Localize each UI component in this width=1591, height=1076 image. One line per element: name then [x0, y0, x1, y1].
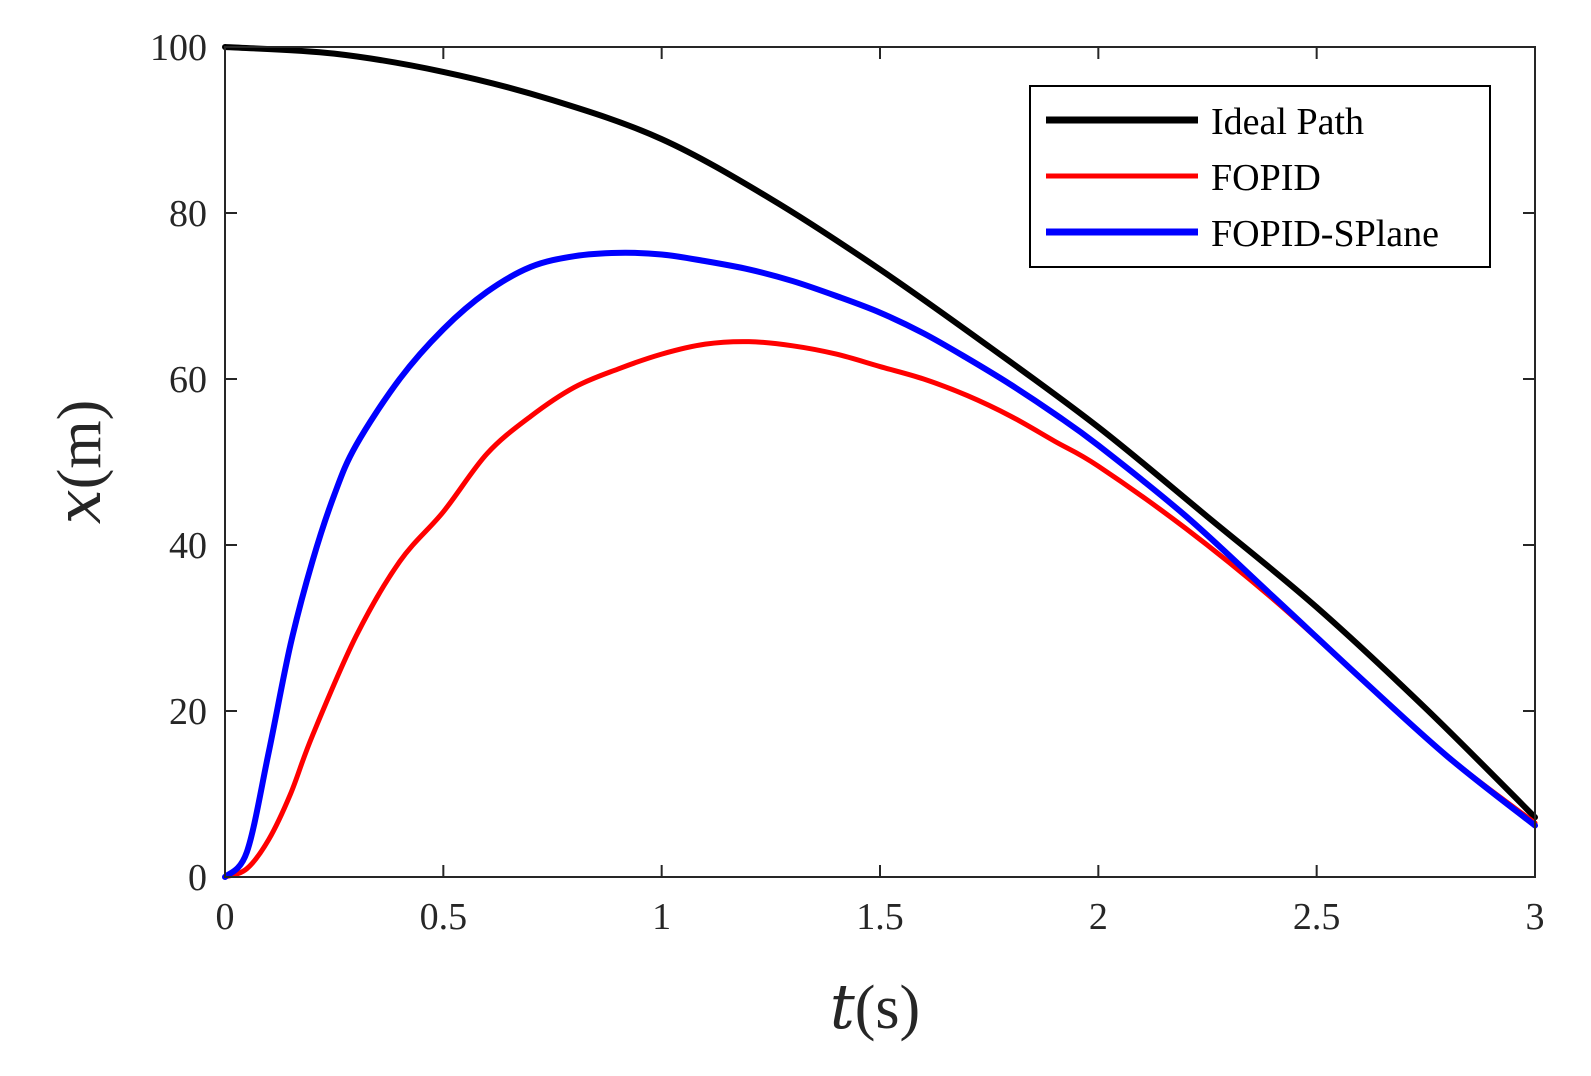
- y-tick-label: 40: [169, 525, 207, 567]
- legend-label-fopid-splane: FOPID-SPlane: [1211, 213, 1439, 255]
- x-axis-variable: t: [830, 970, 855, 1043]
- x-tick-label: 2: [1089, 896, 1108, 938]
- x-tick-label: 2.5: [1293, 896, 1341, 938]
- series-line-fopid: [222, 339, 1538, 880]
- legend-label-fopid: FOPID: [1211, 157, 1321, 199]
- x-tick-label: 1.5: [856, 896, 904, 938]
- x-tick-label: 0: [216, 896, 235, 938]
- x-tick-label: 1: [652, 896, 671, 938]
- y-tick-label: 20: [169, 691, 207, 733]
- x-tick-label: 0.5: [420, 896, 468, 938]
- ticks-layer: 0 0.5 1 1.5 2 2.5 3 0 20 40 60 80 100: [150, 27, 1545, 938]
- y-tick-label: 100: [150, 27, 207, 69]
- x-tick-label: 3: [1526, 896, 1545, 938]
- series-line-fopid-splane: [222, 249, 1538, 880]
- y-tick-label: 60: [169, 359, 207, 401]
- y-axis-label: x(m): [42, 400, 115, 525]
- series-line-ideal-path: [222, 44, 1538, 821]
- y-axis-unit: (m): [46, 400, 114, 490]
- y-tick-label: 80: [169, 193, 207, 235]
- y-axis-variable: x: [42, 489, 115, 524]
- series-layer: [222, 44, 1538, 880]
- legend: Ideal Path FOPID FOPID-SPlane: [1029, 85, 1491, 268]
- x-axis-unit: (s): [855, 974, 920, 1042]
- legend-label-ideal-path: Ideal Path: [1211, 101, 1364, 143]
- y-tick-label: 0: [188, 857, 207, 899]
- x-axis-label: t(s): [830, 970, 920, 1043]
